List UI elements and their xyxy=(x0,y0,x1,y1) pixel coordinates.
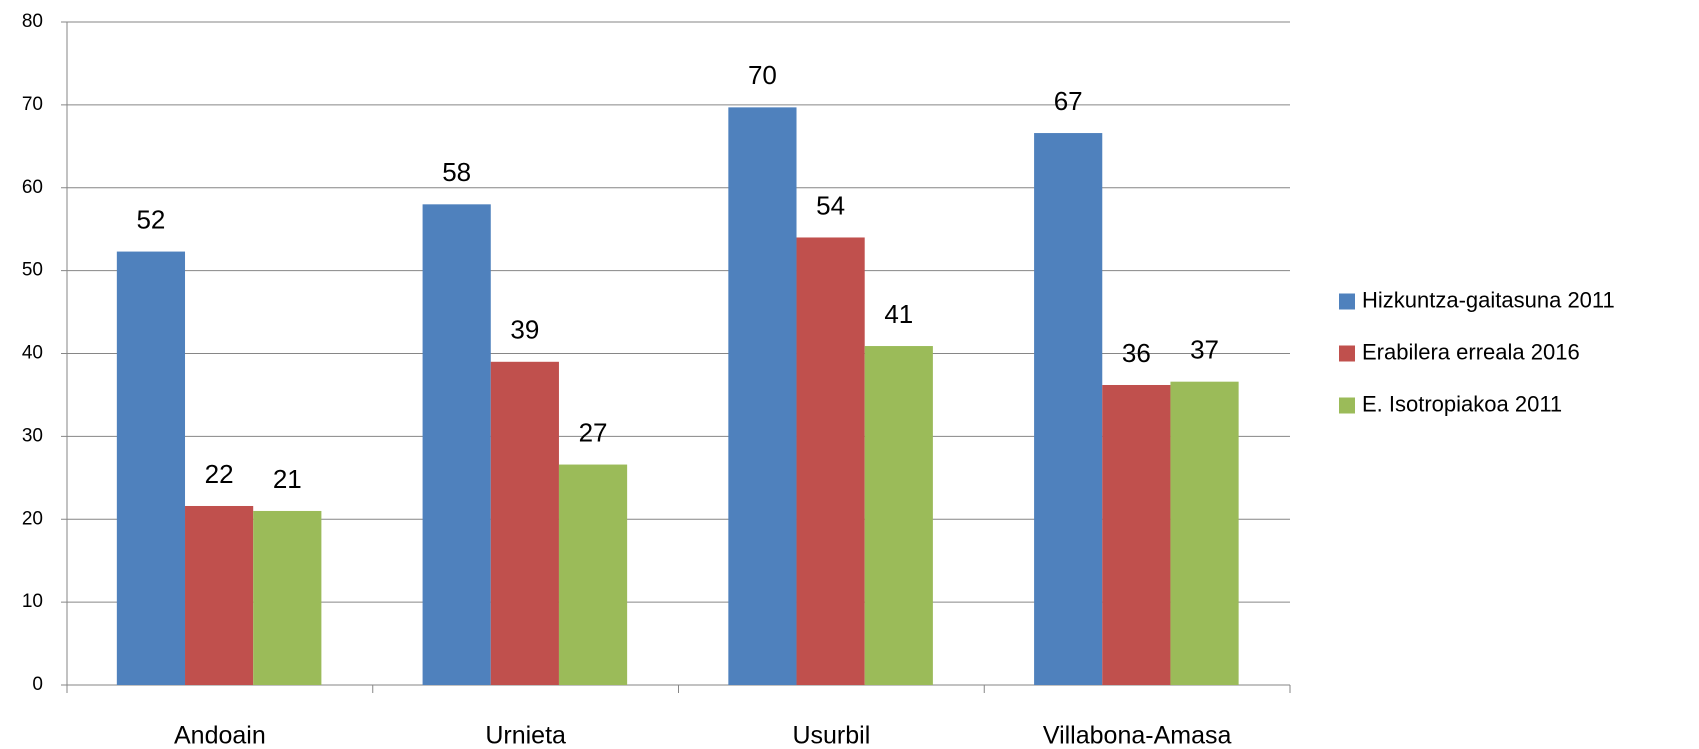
bar xyxy=(422,204,491,685)
value-label: 39 xyxy=(510,315,539,345)
legend-swatch xyxy=(1339,293,1355,310)
bar xyxy=(558,464,628,685)
value-label: 37 xyxy=(1190,335,1219,365)
bar xyxy=(796,237,865,685)
bar xyxy=(185,505,254,685)
y-tick-label: 0 xyxy=(32,674,43,695)
value-label: 36 xyxy=(1122,338,1151,368)
bar xyxy=(1170,381,1239,685)
y-tick-label: 80 xyxy=(22,11,43,32)
value-label: 70 xyxy=(748,60,777,90)
value-label: 54 xyxy=(816,190,845,220)
x-tick-label: Usurbil xyxy=(792,722,870,749)
bar xyxy=(490,361,559,685)
value-label: 52 xyxy=(136,204,165,234)
y-tick-label: 50 xyxy=(22,260,43,281)
value-label: 27 xyxy=(579,417,608,447)
y-tick-label: 60 xyxy=(22,177,43,198)
legend-swatch xyxy=(1339,345,1355,362)
x-tick-label: Andoain xyxy=(174,722,266,749)
value-label: 21 xyxy=(273,464,302,494)
value-label: 41 xyxy=(884,299,913,329)
legend-label: Hizkuntza-gaitasuna 2011 xyxy=(1362,287,1615,312)
y-tick-label: 10 xyxy=(22,591,43,612)
bar xyxy=(1102,384,1171,685)
bar xyxy=(864,346,933,685)
value-label: 67 xyxy=(1054,86,1083,116)
value-label: 22 xyxy=(205,459,234,489)
y-tick-label: 70 xyxy=(22,94,43,115)
y-tick-label: 40 xyxy=(22,343,43,364)
bar xyxy=(116,251,186,685)
x-tick-label: Villabona-Amasa xyxy=(1043,722,1232,749)
value-label: 58 xyxy=(442,157,471,187)
x-tick-label: Urnieta xyxy=(485,722,566,749)
bar xyxy=(253,510,322,685)
bar xyxy=(728,107,797,685)
legend-label: E. Isotropiakoa 2011 xyxy=(1362,391,1562,416)
legend-label: Erabilera erreala 2016 xyxy=(1362,339,1580,364)
bar xyxy=(1034,133,1103,686)
legend-swatch xyxy=(1339,397,1355,414)
y-tick-label: 20 xyxy=(22,508,43,529)
y-tick-label: 30 xyxy=(22,425,43,446)
